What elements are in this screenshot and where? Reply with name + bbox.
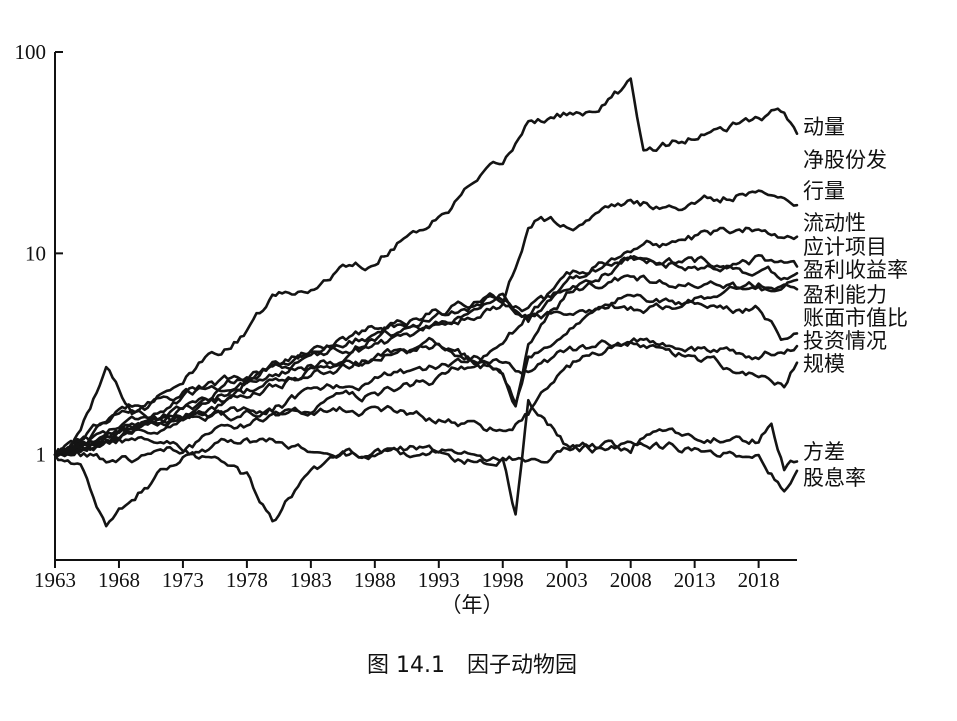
series-label: 净股份发 xyxy=(803,148,887,172)
series-line xyxy=(53,274,799,456)
series-label: 股息率 xyxy=(803,466,866,490)
x-tick-label: 2003 xyxy=(546,568,588,592)
axes xyxy=(54,52,797,561)
series-label: 账面市值比 xyxy=(803,306,908,330)
figure-caption: 图 14.1 因子动物园 xyxy=(367,653,577,678)
series-line xyxy=(53,226,799,456)
x-tick-label: 1998 xyxy=(482,568,524,592)
x-tick-label: 1983 xyxy=(290,568,332,592)
series-label: 应计项目 xyxy=(803,235,887,259)
x-tick-label: 1963 xyxy=(34,568,76,592)
series-line xyxy=(53,437,799,528)
series-lines xyxy=(53,77,799,528)
series-label: 盈利收益率 xyxy=(803,258,908,282)
series-line xyxy=(53,398,799,523)
series-label: 方差 xyxy=(803,440,845,464)
x-tick-label: 1988 xyxy=(354,568,396,592)
series-line xyxy=(53,340,799,456)
x-tick-label: 2013 xyxy=(674,568,716,592)
series-label: 规模 xyxy=(803,352,845,376)
series-label: 流动性 xyxy=(803,211,866,235)
y-tick-label: 1 xyxy=(36,443,47,467)
series-line xyxy=(53,77,799,457)
series-line xyxy=(53,281,799,464)
series-line xyxy=(53,293,799,456)
x-tick-label: 2008 xyxy=(610,568,652,592)
series-label: 盈利能力 xyxy=(803,283,887,307)
x-axis-ticks: 1963 1968 1973 1978 1983 1988 1993 1998 2003 2008… xyxy=(34,560,780,592)
series-label: 行量 xyxy=(803,179,845,203)
x-tick-label: 1968 xyxy=(98,568,140,592)
y-tick-label: 100 xyxy=(15,40,47,64)
series-line xyxy=(53,255,799,456)
x-axis-title: （年） xyxy=(441,593,504,617)
x-tick-label: 1978 xyxy=(226,568,268,592)
series-label: 投资情况 xyxy=(803,329,887,353)
x-tick-label: 1993 xyxy=(418,568,460,592)
y-axis-ticks: 1 10 100 xyxy=(15,40,63,467)
series-label: 动量 xyxy=(803,115,845,139)
y-tick-label: 10 xyxy=(25,241,46,265)
x-tick-label: 1973 xyxy=(162,568,204,592)
x-tick-label: 2018 xyxy=(738,568,780,592)
